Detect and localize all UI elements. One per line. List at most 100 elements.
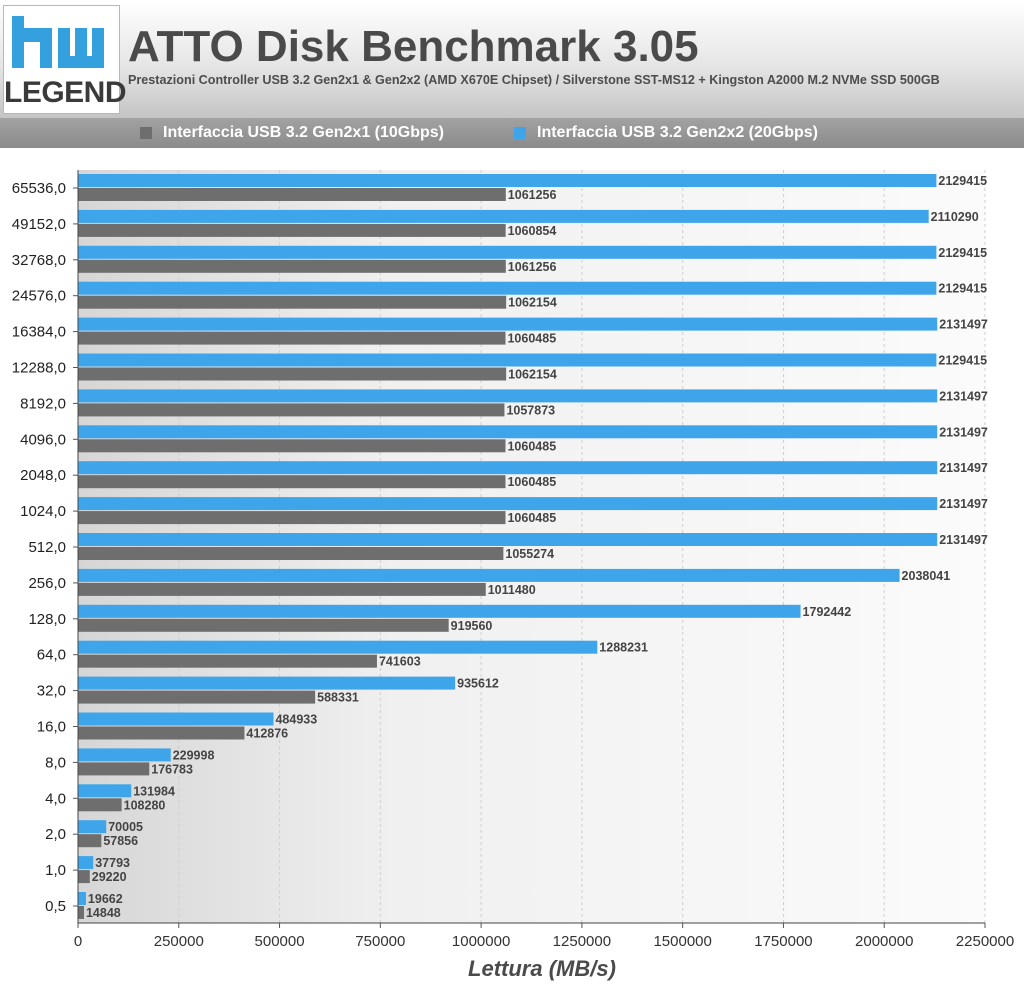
x-tick-label: 1750000 (754, 933, 812, 950)
bar-gen2x1 (78, 475, 506, 489)
value-label-gen2x2: 484933 (275, 713, 317, 727)
value-label-gen2x2: 2131497 (939, 497, 988, 511)
legend-label-gen2x2: Interfaccia USB 3.2 Gen2x2 (20Gbps) (537, 124, 818, 141)
bar-gen2x1 (78, 223, 506, 237)
bar-gen2x1 (78, 188, 506, 201)
value-label-gen2x2: 2131497 (939, 389, 988, 403)
value-label-gen2x1: 1062154 (508, 368, 557, 382)
value-label-gen2x2: 2131497 (939, 318, 988, 332)
bar-gen2x1 (78, 331, 506, 345)
value-label-gen2x1: 1062154 (508, 296, 557, 310)
y-tick-label: 32,0 (37, 683, 66, 700)
chart-header: LEGEND ATTO Disk Benchmark 3.05 Prestazi… (0, 0, 1024, 119)
value-label-gen2x1: 1060485 (507, 332, 556, 346)
y-tick-label: 2,0 (45, 826, 66, 843)
plot-area (78, 170, 985, 923)
bar-gen2x1 (78, 654, 377, 668)
logo-wordmark: LEGEND (4, 76, 127, 109)
value-label-gen2x2: 37793 (95, 856, 130, 870)
logo-mark-w (58, 28, 104, 68)
y-tick-label: 16384,0 (12, 324, 66, 341)
bar-gen2x1 (78, 547, 504, 560)
bar-gen2x1 (78, 259, 506, 273)
bar-gen2x2 (78, 425, 938, 439)
y-tick-label: 8,0 (45, 754, 66, 771)
hwlegend-logo: LEGEND (3, 5, 127, 114)
bar-gen2x1 (78, 295, 507, 309)
value-label-gen2x1: 1060854 (508, 224, 557, 238)
value-label-gen2x2: 935612 (457, 677, 499, 691)
x-tick-label: 1000000 (452, 933, 510, 950)
bar-gen2x1 (78, 403, 505, 417)
bars (78, 174, 938, 919)
x-tick-label: 750000 (355, 933, 405, 950)
bar-gen2x1 (78, 439, 506, 453)
x-tick-label: 1250000 (553, 933, 611, 950)
y-tick-label: 256,0 (28, 575, 66, 592)
bar-gen2x1 (78, 511, 506, 525)
y-tick-label: 49152,0 (12, 216, 66, 233)
bar-gen2x1 (78, 834, 102, 848)
legend-label-gen2x1: Interfaccia USB 3.2 Gen2x1 (10Gbps) (163, 124, 444, 141)
chart-title: ATTO Disk Benchmark 3.05 (128, 22, 699, 71)
value-label-gen2x1: 29220 (92, 870, 127, 884)
bar-gen2x2 (78, 676, 456, 690)
y-tick-label: 32768,0 (12, 252, 66, 269)
bar-gen2x2 (78, 245, 937, 259)
chart-subtitle: Prestazioni Controller USB 3.2 Gen2x1 & … (128, 73, 940, 87)
bar-gen2x1 (78, 618, 449, 632)
y-tick-label: 4,0 (45, 790, 66, 807)
value-label-gen2x1: 412876 (246, 727, 288, 741)
bar-gen2x2 (78, 640, 598, 654)
bar-gen2x1 (78, 870, 90, 884)
legend-swatch-gen2x2 (514, 127, 526, 139)
value-label-gen2x2: 1792442 (803, 605, 852, 619)
logo-mark-h (12, 16, 52, 68)
x-tick-label: 2000000 (855, 933, 913, 950)
y-tick-label: 512,0 (28, 539, 66, 556)
value-labels: 2129415 1061256 2110290 1060854 2129415 10612… (86, 174, 988, 920)
y-tick-label: 8192,0 (20, 395, 66, 412)
bar-gen2x1 (78, 367, 507, 381)
bar-gen2x2 (78, 892, 86, 905)
value-label-gen2x2: 229998 (173, 748, 215, 762)
bar-gen2x2 (78, 533, 938, 546)
y-tick-label: 4096,0 (20, 431, 66, 448)
y-tick-label: 64,0 (37, 647, 66, 664)
bar-gen2x2 (78, 281, 937, 295)
bar-gen2x2 (78, 784, 132, 798)
bar-gen2x2 (78, 604, 801, 618)
y-tick-label: 1,0 (45, 862, 66, 879)
value-label-gen2x2: 2131497 (939, 425, 988, 439)
value-label-gen2x2: 70005 (108, 820, 143, 834)
bar-gen2x2 (78, 461, 938, 475)
x-tick-label: 500000 (255, 933, 305, 950)
value-label-gen2x2: 2129415 (938, 354, 987, 368)
bar-gen2x2 (78, 209, 929, 223)
bar-gen2x2 (78, 389, 938, 403)
x-tick-label: 2250000 (956, 933, 1014, 950)
hw-logo-mark (12, 16, 104, 68)
axes: 0 250000 500000 750000 1000000 1250000 1500000… (12, 170, 1014, 950)
bar-gen2x1 (78, 762, 150, 776)
value-label-gen2x2: 2131497 (939, 461, 988, 475)
value-label-gen2x2: 2110290 (931, 210, 979, 224)
value-label-gen2x1: 1060485 (507, 475, 556, 489)
value-label-gen2x2: 2129415 (938, 174, 987, 188)
value-label-gen2x1: 1057873 (506, 403, 555, 417)
bar-gen2x1 (78, 798, 122, 812)
value-label-gen2x1: 1061256 (508, 188, 557, 202)
bar-gen2x2 (78, 174, 937, 187)
x-tick-label: 1500000 (653, 933, 711, 950)
y-tick-label: 12288,0 (12, 360, 66, 377)
legend-swatch-gen2x1 (140, 127, 152, 139)
bar-gen2x2 (78, 856, 94, 870)
bar-gen2x2 (78, 748, 171, 762)
bar-gen2x1 (78, 690, 316, 704)
bar-gen2x2 (78, 712, 274, 726)
value-label-gen2x2: 2131497 (939, 533, 988, 547)
bar-gen2x2 (78, 317, 938, 331)
value-label-gen2x1: 919560 (451, 619, 493, 633)
y-tick-label: 128,0 (28, 611, 66, 628)
